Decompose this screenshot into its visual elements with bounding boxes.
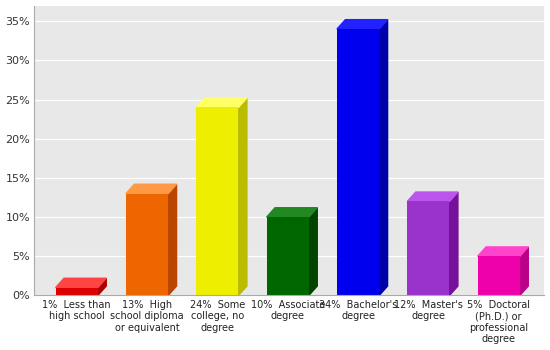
Polygon shape: [196, 98, 247, 107]
Polygon shape: [168, 184, 177, 295]
Polygon shape: [126, 184, 177, 194]
Bar: [196, 107, 239, 295]
Bar: [56, 288, 98, 295]
Bar: [126, 194, 168, 295]
Polygon shape: [239, 98, 247, 295]
Polygon shape: [520, 247, 528, 295]
Polygon shape: [267, 208, 317, 217]
Bar: [337, 29, 379, 295]
Polygon shape: [98, 278, 106, 295]
Polygon shape: [477, 247, 528, 256]
Bar: [267, 217, 309, 295]
Polygon shape: [309, 208, 317, 295]
Polygon shape: [408, 192, 458, 202]
Bar: [408, 202, 449, 295]
Bar: [477, 256, 520, 295]
Polygon shape: [56, 278, 106, 288]
Polygon shape: [449, 192, 458, 295]
Polygon shape: [337, 20, 388, 29]
Polygon shape: [379, 20, 388, 295]
